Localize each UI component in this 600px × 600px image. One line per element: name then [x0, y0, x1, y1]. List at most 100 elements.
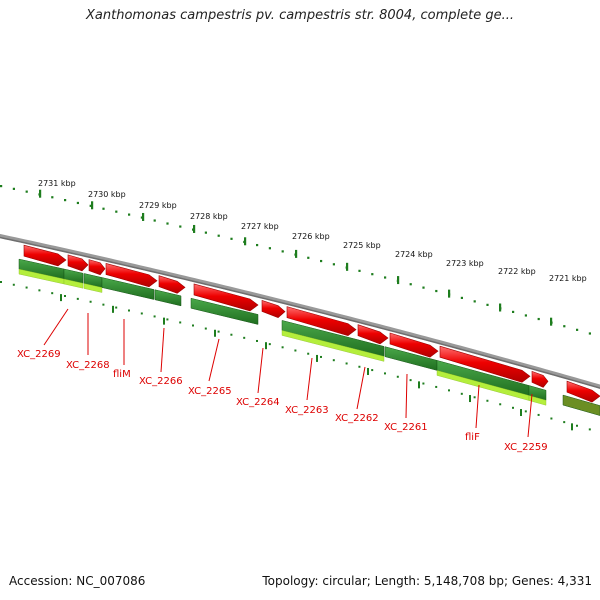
ruler-tick	[112, 305, 114, 313]
ruler-dot	[281, 346, 284, 349]
ruler-dot	[115, 306, 118, 309]
ruler-dot	[51, 292, 54, 295]
ruler-tick	[520, 409, 522, 417]
ruler-dot	[473, 396, 476, 399]
ruler-dot	[384, 372, 386, 375]
ruler-tick	[91, 201, 94, 210]
gene-label: XC_2268	[66, 360, 110, 371]
ruler-label: 2724 kbp	[395, 250, 433, 259]
ruler-dot	[243, 336, 246, 339]
ruler-dot	[179, 321, 182, 324]
ruler-dot	[25, 190, 28, 193]
reverse-gene-strip	[83, 283, 103, 293]
ruler-tick	[316, 354, 318, 362]
ruler-dot	[320, 355, 322, 358]
ruler-dot	[89, 300, 92, 303]
ruler-tick	[163, 317, 165, 325]
reverse-gene-strip	[63, 278, 84, 289]
ruler-dot	[473, 300, 476, 303]
ruler-label: 2725 kbp	[343, 241, 381, 250]
ruler-dot	[76, 201, 79, 205]
forward-gene-arrow	[286, 306, 357, 336]
ruler-dot	[512, 406, 514, 409]
ruler-tick	[448, 289, 451, 298]
forward-gene-arrow	[88, 259, 106, 276]
ruler-dot	[0, 281, 2, 283]
ruler-dot	[358, 269, 361, 272]
ruler-tick	[244, 237, 247, 246]
ruler-dot	[230, 333, 233, 336]
map-title: Xanthomonas campestris pv. campestris st…	[86, 8, 514, 23]
accession-text: Accession: NC_007086	[9, 574, 146, 588]
ruler-dot	[448, 389, 450, 392]
ruler-label: 2729 kbp	[139, 201, 177, 210]
ruler-dot	[409, 379, 412, 382]
ruler-dot	[435, 385, 438, 388]
ruler-dot	[51, 196, 54, 199]
ruler-dot	[588, 428, 591, 431]
ruler-dot	[294, 349, 297, 352]
ruler-dot	[256, 339, 258, 342]
ruler-dot	[268, 247, 271, 250]
ruler-label: 2727 kbp	[241, 222, 279, 231]
gene-label-group: XC_2263	[285, 357, 329, 416]
gene-label: XC_2269	[17, 349, 61, 360]
ruler-tick	[295, 249, 298, 258]
forward-gene-arrow	[566, 380, 600, 403]
gene-label: XC_2266	[139, 376, 183, 387]
ruler-dot	[230, 237, 233, 240]
ruler-dot	[140, 216, 143, 219]
ruler-dot	[422, 382, 425, 385]
ruler-dot	[396, 375, 399, 378]
forward-strand	[23, 244, 600, 403]
ruler-tick	[550, 317, 553, 326]
ruler-tick	[397, 276, 400, 285]
reverse-gene-strip	[281, 330, 385, 362]
gene-leader-line	[356, 366, 366, 410]
forward-gene-arrow	[23, 244, 67, 267]
ruler-dot	[486, 399, 489, 402]
gene-label-group: XC_2261	[384, 373, 428, 433]
ruler-dot	[115, 210, 118, 213]
ruler-dot	[307, 256, 310, 259]
ruler-dot	[128, 309, 130, 312]
ruler-dot	[307, 352, 310, 355]
gene-label-group: XC_2266	[139, 327, 183, 387]
ruler-dot	[486, 303, 489, 306]
ruler-dot	[460, 296, 463, 300]
gene-label: XC_2263	[285, 405, 329, 416]
ruler-tick	[418, 381, 420, 389]
gene-leader-line	[257, 347, 264, 394]
ruler-dot	[179, 225, 182, 228]
gene-label: XC_2262	[335, 413, 379, 424]
reverse-gene-block	[101, 277, 155, 300]
ruler-tick	[499, 303, 502, 312]
ruler-dot	[12, 283, 15, 286]
forward-gene-arrow	[389, 332, 439, 358]
ruler-dot	[0, 185, 3, 188]
gene-leader-line	[527, 393, 533, 438]
ruler-dot	[499, 403, 502, 406]
gene-leader-line	[475, 384, 480, 429]
ruler-dot	[576, 328, 579, 331]
ruler-dot	[89, 204, 92, 207]
gene-label-group: XC_2259	[504, 393, 548, 453]
ruler-dot	[537, 413, 540, 416]
gene-leader-line	[160, 327, 165, 373]
ruler-dot	[524, 314, 527, 317]
gene-label: fliF	[465, 432, 480, 443]
forward-gene-arrow	[158, 275, 186, 294]
ruler-label: 2721 kbp	[549, 274, 587, 283]
ruler-dot	[102, 303, 105, 306]
gene-label-group: XC_2262	[335, 366, 379, 424]
ruler-tick	[469, 395, 471, 403]
ruler-dot	[64, 199, 67, 202]
ruler-tick	[571, 423, 573, 431]
forward-gene-arrow	[193, 283, 259, 312]
reverse-gene-block	[190, 297, 259, 325]
ruler-dot	[524, 410, 527, 413]
ruler-tick	[39, 189, 42, 198]
ruler-dot	[281, 250, 284, 253]
gene-label-group: XC_2268	[66, 313, 110, 371]
